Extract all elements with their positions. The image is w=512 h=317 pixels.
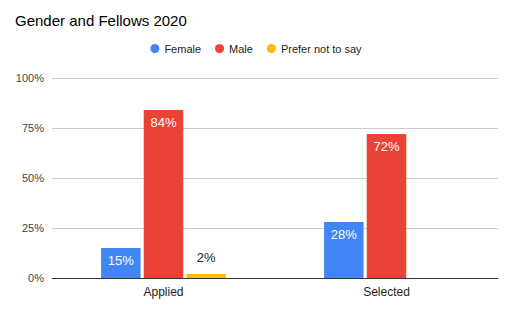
svg-text:Female: Female	[164, 43, 201, 55]
svg-text:28%: 28%	[331, 227, 357, 242]
svg-text:25%: 25%	[22, 222, 44, 234]
svg-text:50%: 50%	[22, 172, 44, 184]
svg-text:Applied: Applied	[143, 285, 183, 299]
svg-text:2%: 2%	[197, 250, 216, 265]
svg-text:Prefer not to say: Prefer not to say	[281, 43, 362, 55]
svg-text:100%: 100%	[16, 72, 44, 84]
svg-text:15%: 15%	[108, 253, 134, 268]
svg-text:84%: 84%	[150, 115, 176, 130]
svg-text:72%: 72%	[373, 139, 399, 154]
svg-text:Selected: Selected	[363, 285, 410, 299]
svg-text:0%: 0%	[28, 272, 44, 284]
svg-text:Male: Male	[229, 43, 253, 55]
svg-text:Gender and Fellows 2020: Gender and Fellows 2020	[15, 12, 187, 29]
svg-text:75%: 75%	[22, 122, 44, 134]
